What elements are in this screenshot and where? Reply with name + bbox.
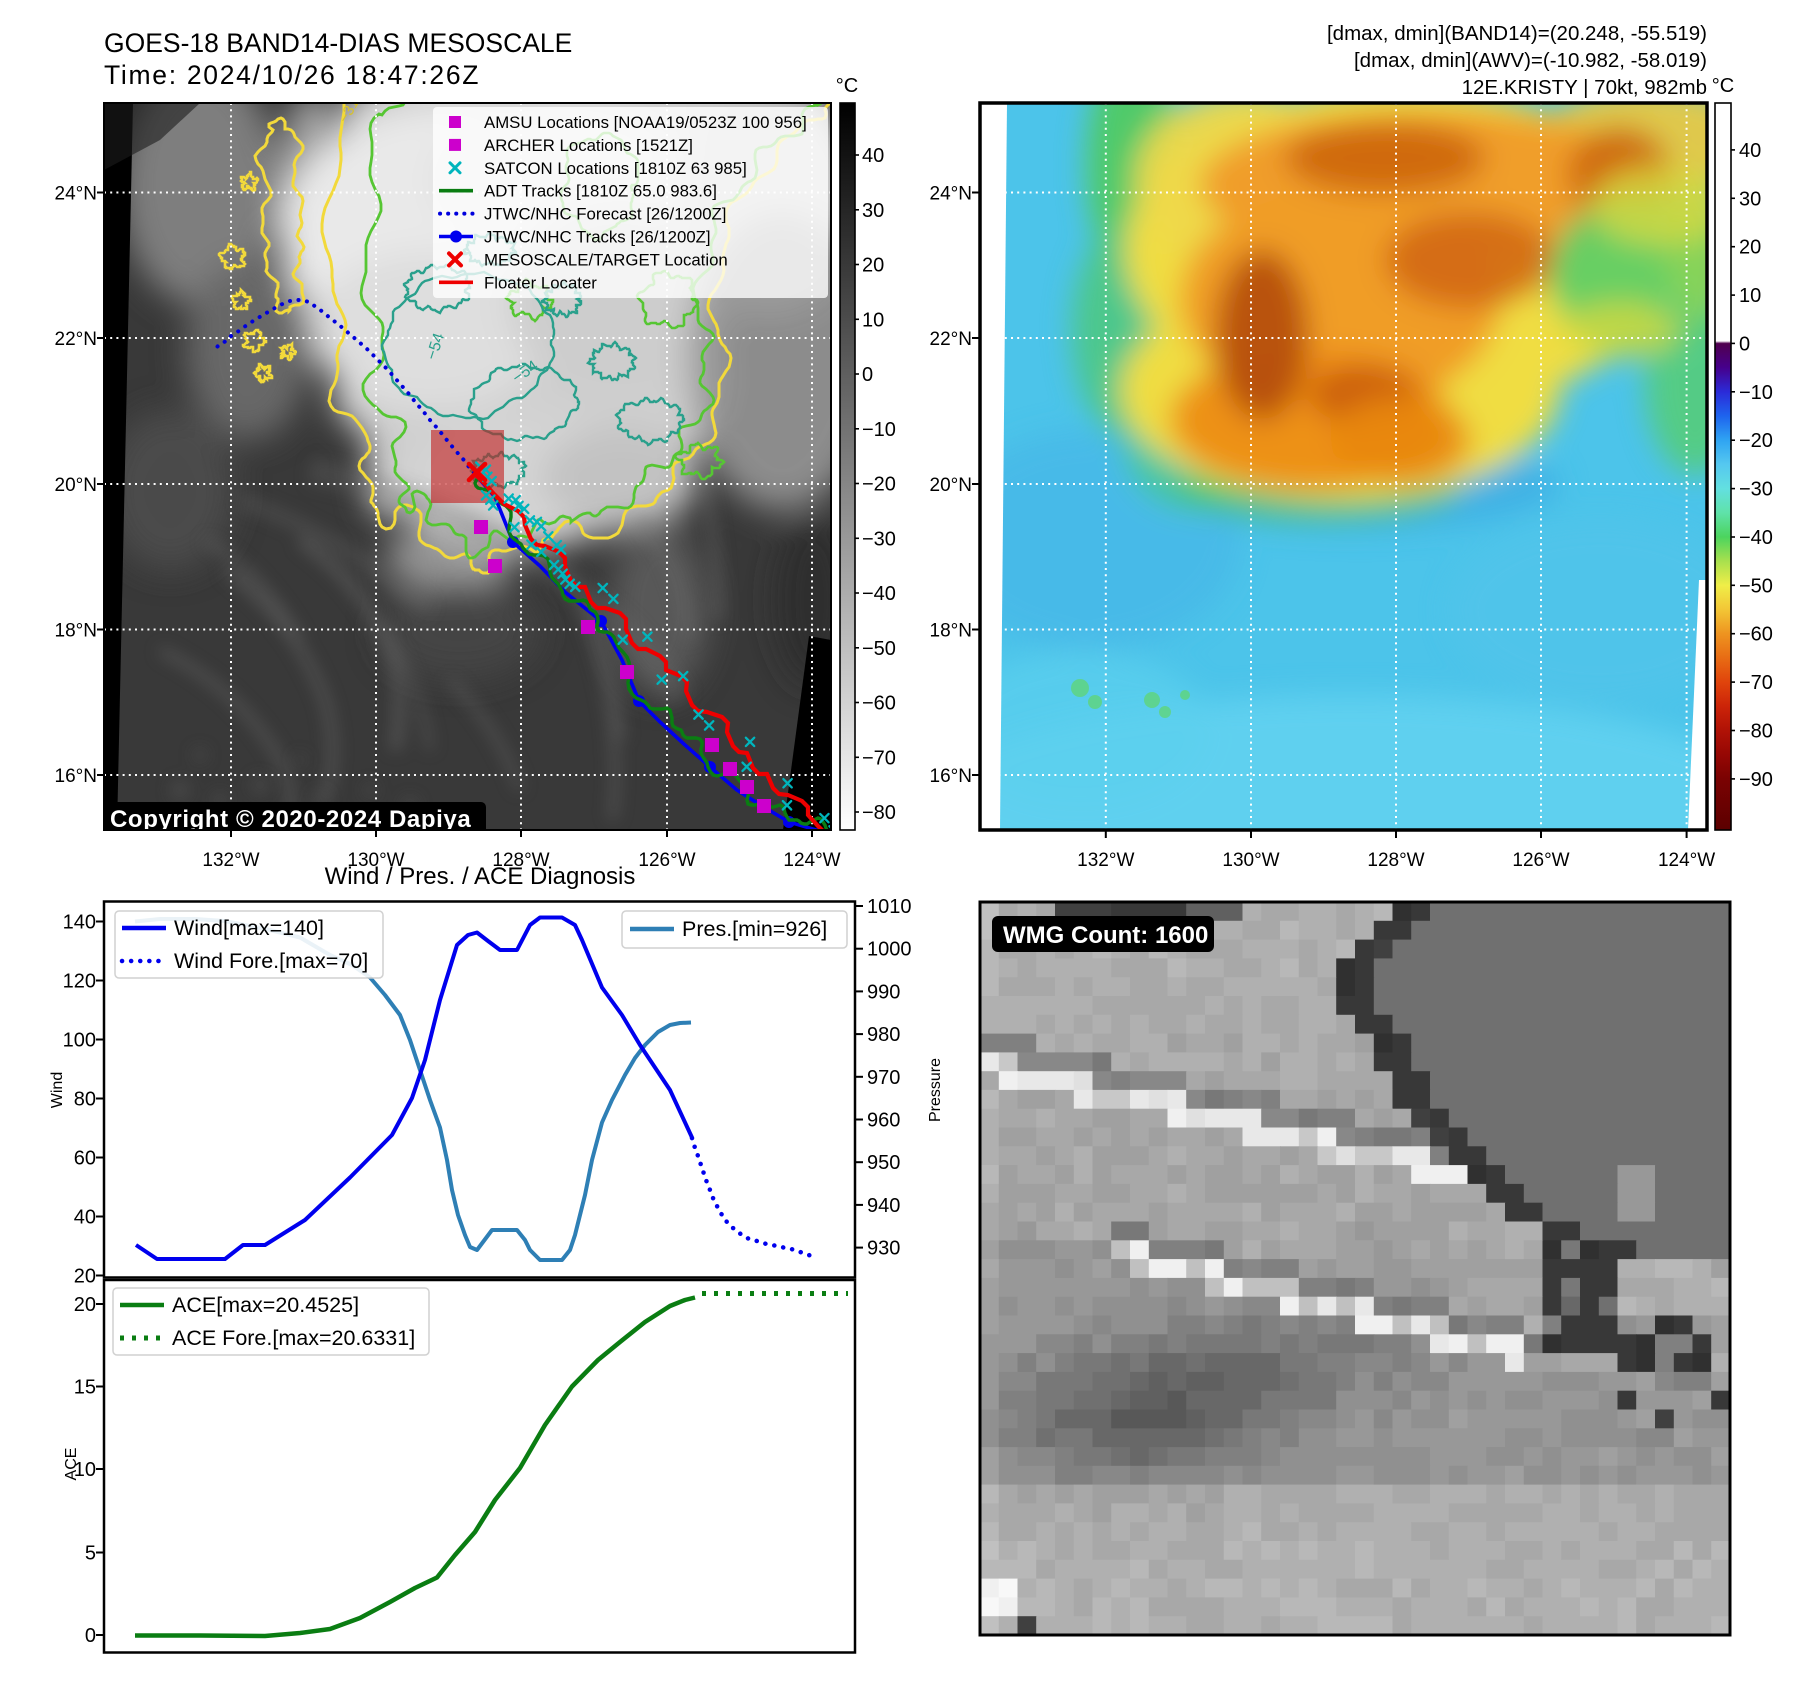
svg-text:960: 960 [867, 1110, 900, 1132]
svg-text:126°W: 126°W [1512, 850, 1569, 871]
svg-text:0: 0 [1739, 333, 1750, 355]
svg-text:Wind Fore.[max=70]: Wind Fore.[max=70] [174, 949, 368, 973]
svg-text:20: 20 [74, 1294, 96, 1316]
svg-text:ADT Tracks [1810Z 65.0 983.6]: ADT Tracks [1810Z 65.0 983.6] [484, 182, 717, 201]
svg-text:40: 40 [862, 145, 884, 167]
svg-text:132°W: 132°W [1077, 850, 1134, 871]
svg-text:10: 10 [1739, 285, 1761, 307]
svg-text:−50: −50 [862, 638, 896, 660]
svg-text:980: 980 [867, 1024, 900, 1046]
svg-text:SATCON Locations [1810Z 63 985: SATCON Locations [1810Z 63 985] [484, 159, 747, 178]
svg-text:WMG Count: 1600: WMG Count: 1600 [1003, 922, 1208, 949]
svg-text:10: 10 [862, 309, 884, 331]
svg-text:−10: −10 [1739, 382, 1773, 404]
svg-text:−70: −70 [1739, 672, 1773, 694]
svg-text:30: 30 [1739, 188, 1761, 210]
svg-text:124°W: 124°W [1658, 850, 1715, 871]
svg-text:970: 970 [867, 1067, 900, 1089]
svg-text:−40: −40 [1739, 527, 1773, 549]
svg-text:18°N: 18°N [930, 621, 972, 642]
svg-text:−80: −80 [862, 802, 896, 824]
svg-text:128°W: 128°W [492, 850, 549, 871]
svg-text:24°N: 24°N [55, 184, 97, 205]
svg-text:Floater Locater: Floater Locater [484, 273, 597, 292]
svg-text:16°N: 16°N [55, 766, 97, 787]
svg-text:[dmax, dmin](AWV)=(-10.982, -5: [dmax, dmin](AWV)=(-10.982, -58.019) [1354, 49, 1707, 72]
svg-text:[dmax, dmin](BAND14)=(20.248,: [dmax, dmin](BAND14)=(20.248, -55.519) [1327, 22, 1707, 45]
svg-text:°C: °C [836, 75, 858, 97]
svg-text:128°W: 128°W [1367, 850, 1424, 871]
svg-text:ACE[max=20.4525]: ACE[max=20.4525] [172, 1293, 359, 1317]
svg-text:5: 5 [85, 1543, 96, 1565]
svg-text:130°W: 130°W [1222, 850, 1279, 871]
svg-text:1000: 1000 [867, 939, 912, 961]
svg-text:Pressure: Pressure [927, 1058, 944, 1122]
svg-text:−70: −70 [862, 747, 896, 769]
svg-text:20: 20 [1739, 237, 1761, 259]
svg-text:−10: −10 [862, 419, 896, 441]
svg-text:Time: 2024/10/26 18:47:26Z: Time: 2024/10/26 18:47:26Z [104, 60, 480, 90]
svg-text:30: 30 [862, 200, 884, 222]
svg-text:−30: −30 [1739, 479, 1773, 501]
svg-text:126°W: 126°W [638, 850, 695, 871]
svg-text:100: 100 [63, 1030, 96, 1052]
svg-text:−60: −60 [1739, 624, 1773, 646]
svg-text:18°N: 18°N [55, 621, 97, 642]
svg-text:ARCHER Locations [1521Z]: ARCHER Locations [1521Z] [484, 136, 693, 155]
svg-text:Wind / Pres. / ACE Diagnosis: Wind / Pres. / ACE Diagnosis [325, 863, 636, 890]
svg-text:120: 120 [63, 971, 96, 993]
svg-text:MESOSCALE/TARGET Location: MESOSCALE/TARGET Location [484, 250, 728, 269]
svg-text:16°N: 16°N [930, 766, 972, 787]
svg-text:24°N: 24°N [930, 184, 972, 205]
svg-text:AMSU Locations [NOAA19/0523Z 1: AMSU Locations [NOAA19/0523Z 100 956] [484, 113, 807, 132]
svg-text:60: 60 [74, 1148, 96, 1170]
svg-text:130°W: 130°W [347, 850, 404, 871]
svg-text:0: 0 [85, 1625, 96, 1647]
svg-text:20: 20 [74, 1266, 96, 1288]
svg-text:990: 990 [867, 981, 900, 1003]
svg-text:20: 20 [862, 255, 884, 277]
svg-text:124°W: 124°W [783, 850, 840, 871]
svg-text:1010: 1010 [867, 896, 912, 918]
svg-text:940: 940 [867, 1195, 900, 1217]
svg-text:132°W: 132°W [202, 850, 259, 871]
svg-text:20°N: 20°N [55, 475, 97, 496]
svg-text:ACE Fore.[max=20.6331]: ACE Fore.[max=20.6331] [172, 1326, 415, 1350]
svg-text:40: 40 [1739, 140, 1761, 162]
svg-text:°C: °C [1712, 75, 1734, 97]
svg-text:−60: −60 [862, 693, 896, 715]
svg-text:Pres.[min=926]: Pres.[min=926] [682, 917, 827, 941]
svg-text:GOES-18 BAND14-DIAS MESOSCALE: GOES-18 BAND14-DIAS MESOSCALE [104, 28, 572, 58]
svg-text:−90: −90 [1739, 769, 1773, 791]
svg-text:−50: −50 [1739, 575, 1773, 597]
svg-text:40: 40 [74, 1207, 96, 1229]
svg-text:−40: −40 [862, 583, 896, 605]
svg-text:22°N: 22°N [930, 329, 972, 350]
svg-text:0: 0 [862, 364, 873, 386]
svg-text:JTWC/NHC Forecast [26/1200Z]: JTWC/NHC Forecast [26/1200Z] [484, 205, 726, 224]
svg-text:Wind: Wind [49, 1072, 66, 1108]
svg-text:22°N: 22°N [55, 329, 97, 350]
svg-text:80: 80 [74, 1089, 96, 1111]
svg-text:ACE: ACE [63, 1448, 80, 1481]
svg-text:Wind[max=140]: Wind[max=140] [174, 916, 324, 940]
svg-text:12E.KRISTY | 70kt, 982mb: 12E.KRISTY | 70kt, 982mb [1462, 76, 1707, 99]
svg-text:−80: −80 [1739, 720, 1773, 742]
svg-text:950: 950 [867, 1152, 900, 1174]
svg-text:140: 140 [63, 912, 96, 934]
svg-text:15: 15 [74, 1377, 96, 1399]
svg-text:Copyright © 2020-2024 Dapiya: Copyright © 2020-2024 Dapiya [110, 806, 471, 833]
svg-text:930: 930 [867, 1238, 900, 1260]
svg-text:−30: −30 [862, 528, 896, 550]
svg-text:JTWC/NHC Tracks [26/1200Z]: JTWC/NHC Tracks [26/1200Z] [484, 228, 711, 247]
svg-text:−20: −20 [1739, 430, 1773, 452]
svg-text:10: 10 [74, 1459, 96, 1481]
svg-text:20°N: 20°N [930, 475, 972, 496]
svg-text:−20: −20 [862, 474, 896, 496]
